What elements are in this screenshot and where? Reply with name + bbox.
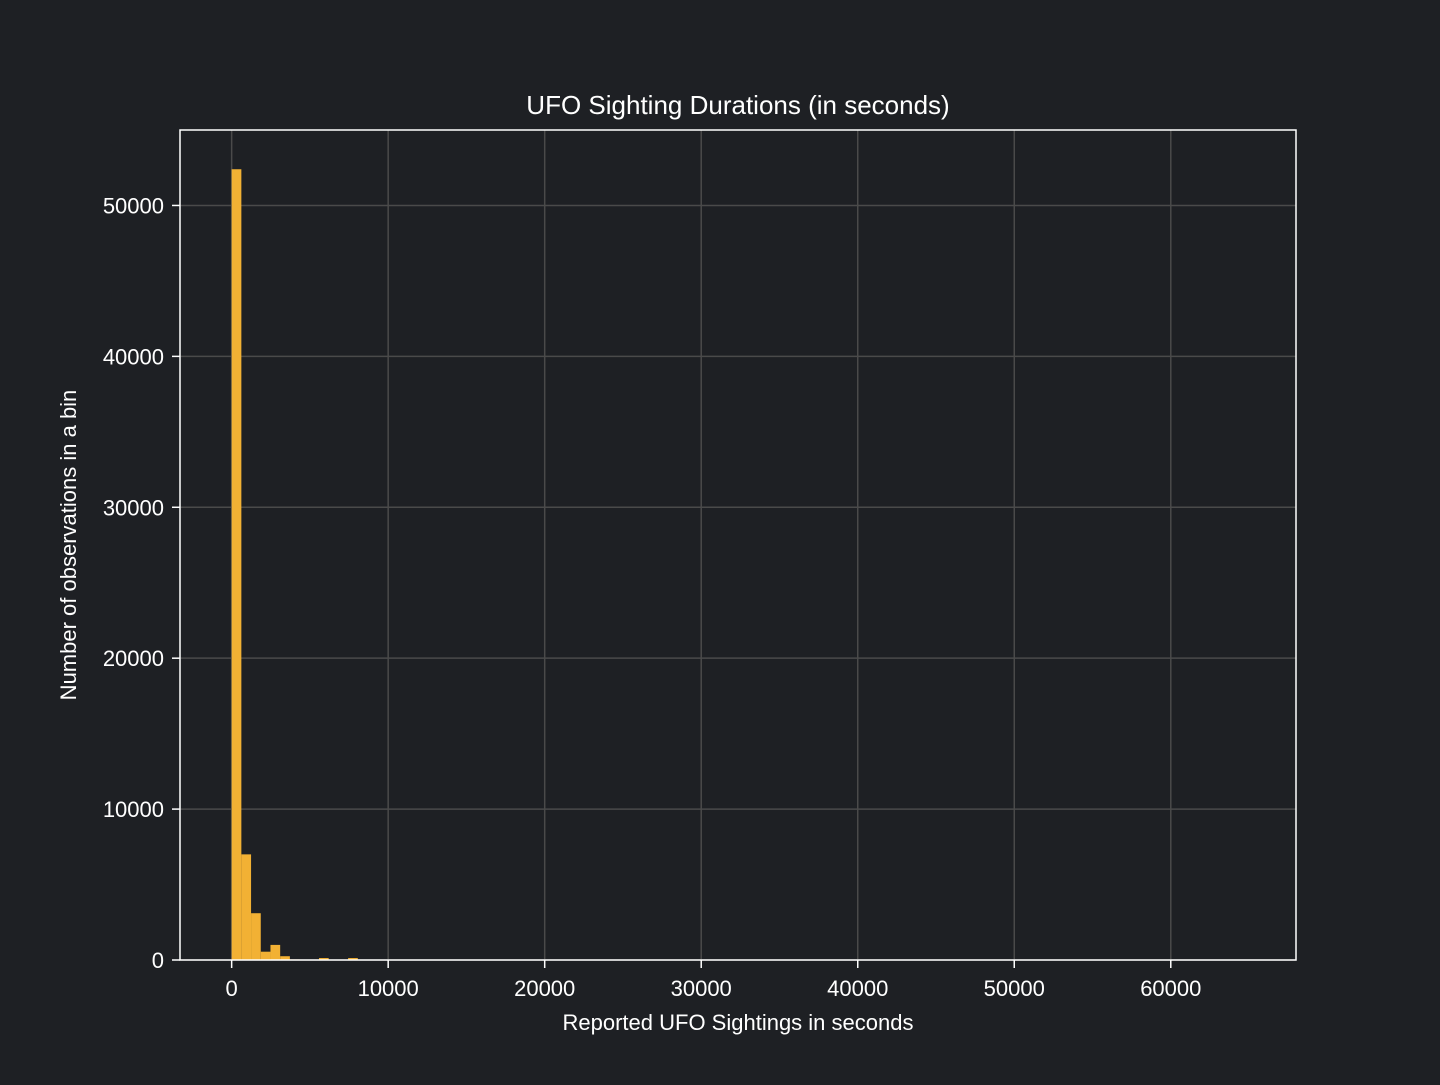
x-tick-label: 10000	[358, 976, 419, 1001]
y-tick-label: 0	[152, 948, 164, 973]
y-axis-label: Number of observations in a bin	[56, 390, 81, 701]
x-tick-label: 60000	[1140, 976, 1201, 1001]
x-tick-label: 30000	[671, 976, 732, 1001]
x-tick-label: 50000	[984, 976, 1045, 1001]
x-tick-label: 0	[226, 976, 238, 1001]
y-tick-label: 30000	[103, 495, 164, 520]
chart-title: UFO Sighting Durations (in seconds)	[526, 90, 949, 120]
histogram-bar	[241, 854, 251, 960]
y-tick-label: 20000	[103, 646, 164, 671]
x-axis-label: Reported UFO Sightings in seconds	[563, 1010, 914, 1035]
y-tick-label: 10000	[103, 797, 164, 822]
y-tick-label: 50000	[103, 193, 164, 218]
x-tick-label: 20000	[514, 976, 575, 1001]
x-tick-label: 40000	[827, 976, 888, 1001]
y-tick-label: 40000	[103, 344, 164, 369]
histogram-bar	[261, 952, 271, 960]
histogram-bar	[251, 913, 261, 960]
histogram-bar	[232, 169, 242, 960]
histogram-bar	[270, 945, 280, 960]
